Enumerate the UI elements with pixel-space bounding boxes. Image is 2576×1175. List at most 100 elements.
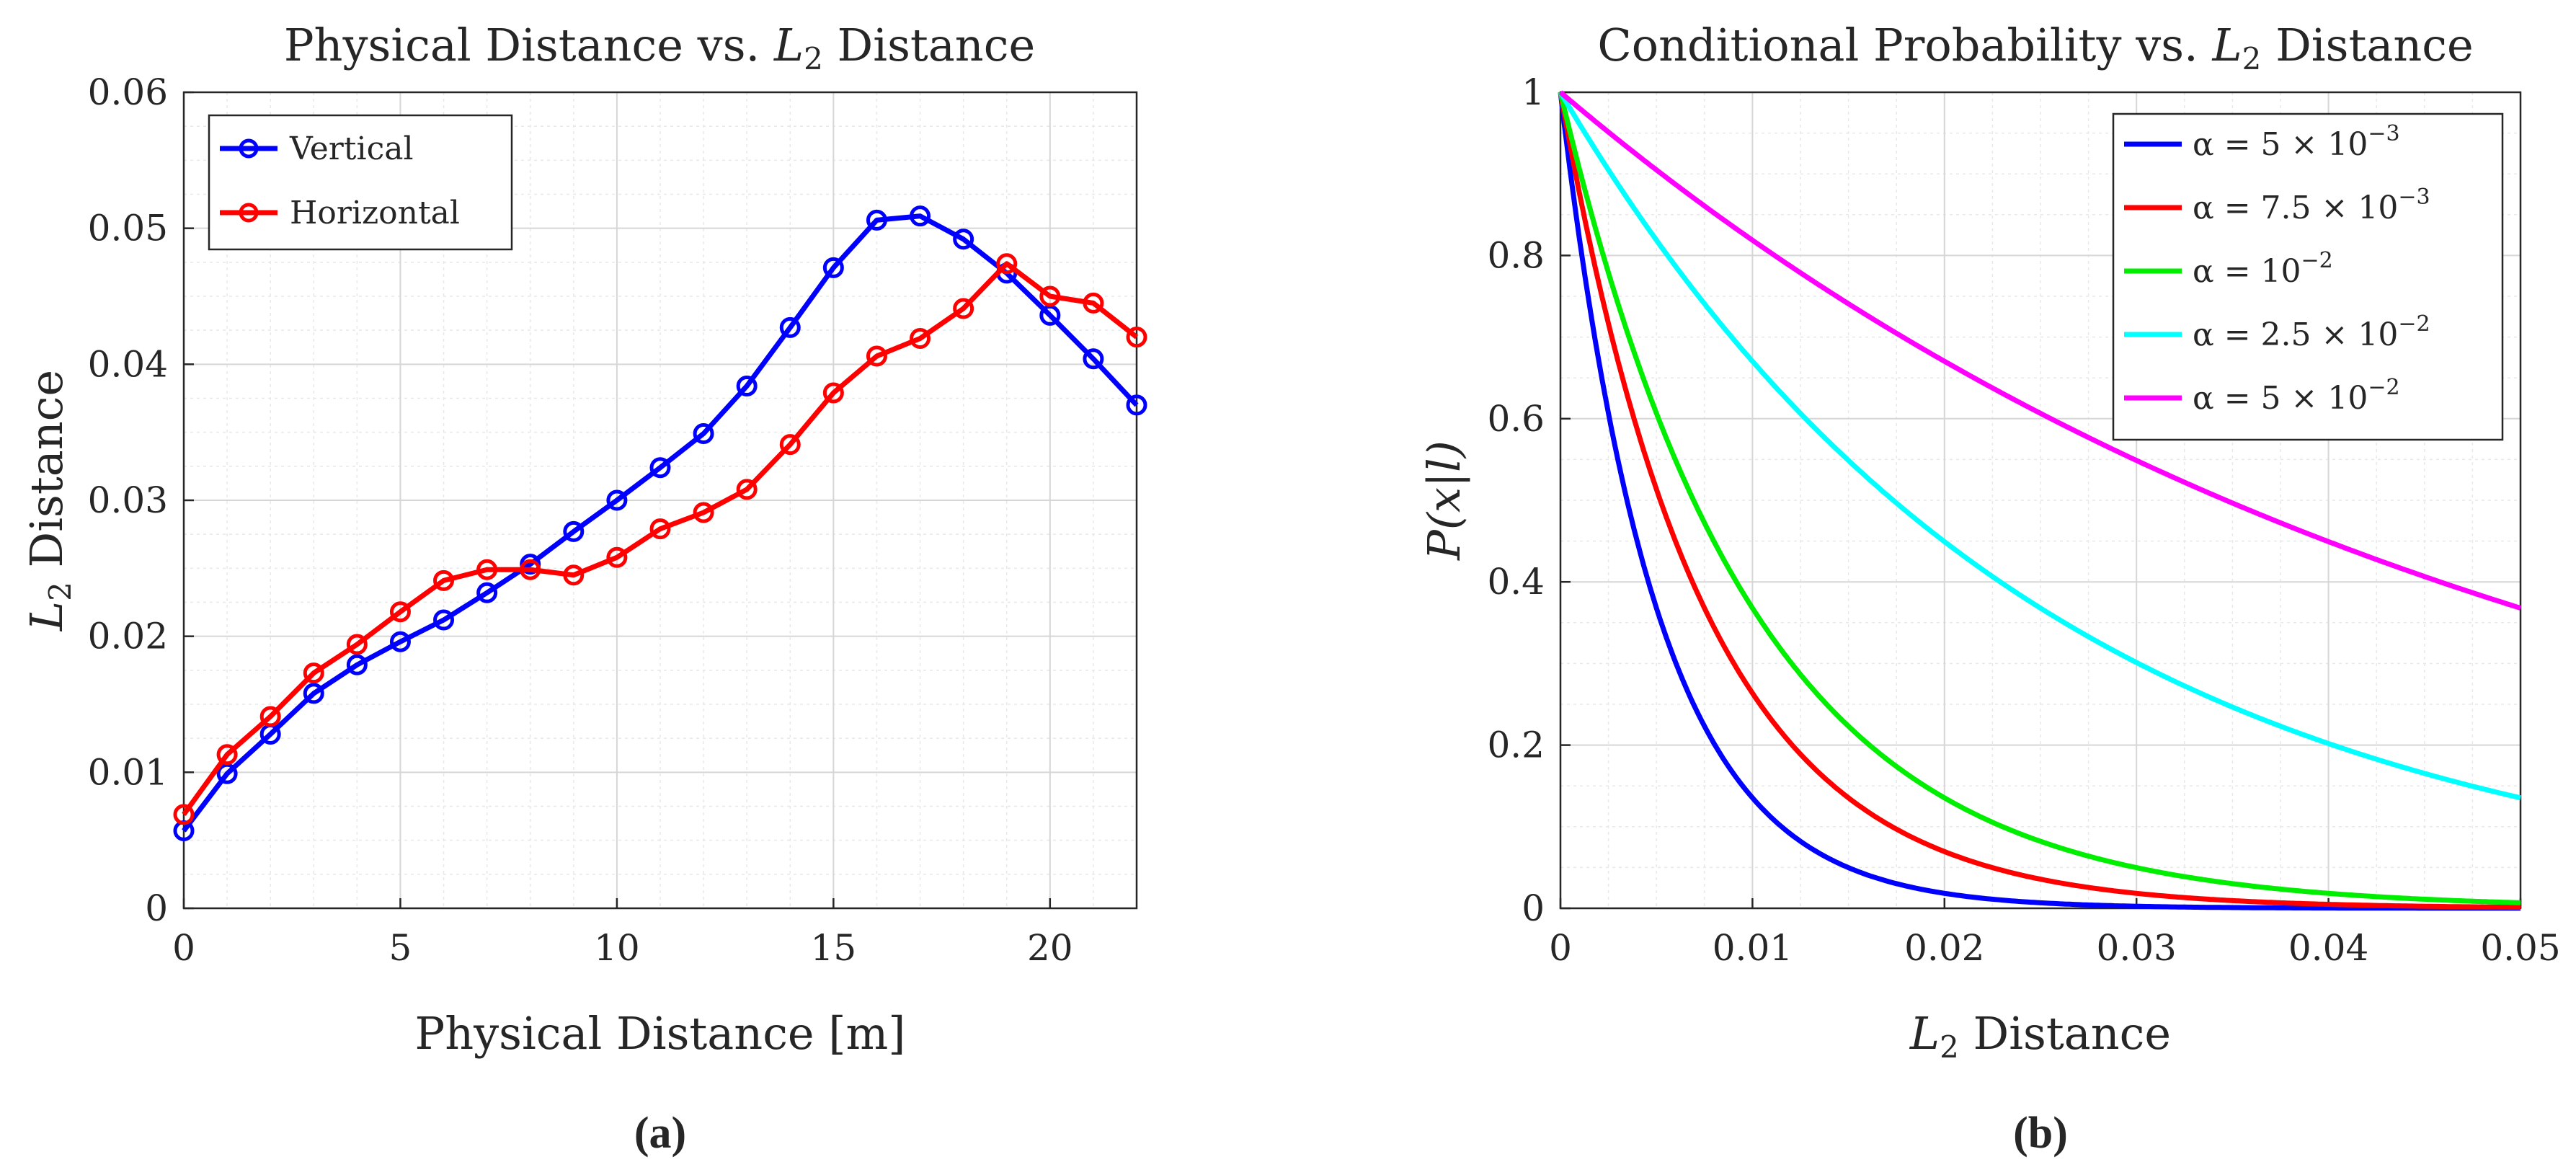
legend-alpha-2-label: α = 7.5 × 10−3 [2193,185,2430,226]
series-vertical-point [910,205,931,227]
chart-b-ytick-label: 0 [1522,887,1545,929]
series-vertical-point [822,257,844,278]
caption-a: (a) [634,1109,686,1158]
chart-b-xtick-label: 0.02 [1904,927,1984,969]
series-alpha-4-curve [1558,91,2521,801]
series-horizontal-point [822,382,844,404]
chart-b-axes-box [1559,91,2522,910]
series-vertical-point [866,209,887,231]
series-vertical-point [433,609,455,631]
legend-horizontal-label: Horizontal [290,195,460,231]
series-vertical-point [953,229,974,250]
series-vertical-point [649,457,671,479]
series-vertical-line [182,213,1139,833]
chart-b-ytick-label: 0.8 [1487,234,1545,276]
chart-b-legend: α = 5 × 10−3 α = 7.5 × 10−3 α = 10−2 α =… [2112,112,2504,441]
series-horizontal-point [563,564,585,586]
chart-a-xtick-label: 20 [1027,927,1073,969]
chart-a-xtick-label: 0 [172,927,195,969]
series-vertical-point [303,683,324,704]
series-vertical-point [346,654,368,675]
legend-alpha-5-label: α = 5 × 10−2 [2193,375,2400,417]
series-horizontal-point [433,569,455,591]
chart-a-ytick-label: 0.05 [88,208,168,249]
legend-vertical-label: Vertical [289,130,414,167]
chart-b-ytick-label: 0.2 [1487,724,1545,766]
chart-a-xtick-label: 5 [389,927,412,969]
series-vertical-point [1083,348,1104,370]
series-vertical-point [1126,394,1147,416]
legend-alpha-3-label: α = 10−2 [2193,248,2333,290]
series-horizontal-point [520,559,541,580]
series-vertical-point [476,582,498,603]
series-horizontal-point [953,298,974,319]
chart-a-ytick-label: 0.06 [88,71,168,113]
series-vertical-point [779,316,801,338]
chart-a-ytick-label: 0.01 [88,751,168,793]
chart-b-xtick-label: 0.03 [2097,927,2177,969]
chart-b-series [1558,90,2522,911]
chart-b-ticks: 0 0.01 0.02 0.03 0.04 0.05 0 0.2 0.4 0.6 0.8 1 [1487,71,2560,969]
series-horizontal-point [1126,327,1147,348]
chart-b-xtick-label: 0.04 [2288,927,2368,969]
chart-a-series [173,205,1147,841]
series-alpha-1-curve [1558,92,2521,911]
series-alpha-2-curve [1558,92,2521,910]
series-alpha-3-curve [1558,92,2521,905]
legend-alpha-1-label: α = 5 × 10−3 [2193,121,2400,163]
series-horizontal-point [606,546,628,568]
series-horizontal-point [173,804,195,825]
chart-a-legend: Vertical Horizontal [208,114,513,251]
series-horizontal-point [649,518,671,540]
chart-a-ytick-label: 0.02 [88,616,168,657]
legend-horizontal-marker [239,203,259,223]
series-horizontal-point [346,634,368,655]
chart-a-xtick-label: 15 [811,927,857,969]
series-vertical-point [736,376,758,397]
chart-a-xlabel: Physical Distance [m] [414,1007,905,1060]
chart-b-ylabel: P(x|l) [1418,440,1470,561]
series-horizontal-point [866,345,887,367]
series-horizontal-line [182,261,1139,816]
series-horizontal-point [1083,292,1104,314]
chart-b-legend-box [2112,112,2504,441]
chart-a-legend-box [208,114,513,251]
series-horizontal-point [259,706,281,727]
chart-b-xtick-label: 0.05 [2480,927,2560,969]
chart-b-ytick-label: 0.6 [1487,398,1545,440]
series-horizontal-point [1039,285,1061,307]
chart-b-probability-vs-l2: Conditional Probability vs. L2 Distance … [1418,19,2561,1158]
chart-a-title: Physical Distance vs. L2 Distance [284,19,1035,76]
series-horizontal-point [303,662,324,684]
series-vertical-point [389,631,411,652]
series-horizontal-point [693,502,714,523]
chart-a-ytick-label: 0.04 [88,343,168,385]
chart-a-xtick-label: 10 [594,927,640,969]
chart-b-ytick-label: 1 [1522,71,1545,113]
chart-b-ytick-label: 0.4 [1487,561,1545,603]
chart-b-xtick-label: 0 [1549,927,1572,969]
chart-a-ytick-label: 0 [145,887,168,929]
chart-a-ytick-label: 0.03 [88,479,168,521]
series-alpha-5-curve [1558,90,2522,611]
series-vertical-point [693,423,714,445]
legend-vertical-marker [239,138,259,159]
chart-b-xlabel: L2 Distance [1909,1007,2171,1065]
series-horizontal-point [216,744,238,766]
series-horizontal-point [736,479,758,500]
series-horizontal-point [996,253,1018,275]
chart-b-xtick-label: 0.01 [1713,927,1793,969]
chart-a-physical-vs-l2: Physical Distance vs. L2 Distance 0 5 10 15… [20,19,1147,1158]
series-horizontal-point [476,559,498,580]
series-horizontal-point [910,327,931,349]
chart-a-ylabel: L2 Distance [20,370,78,631]
chart-a-ticks: 0 5 10 15 20 0 0.01 0.02 0.03 0.04 0.05 0.06 [88,71,1073,969]
series-horizontal-point [389,601,411,623]
caption-b: (b) [2013,1109,2068,1158]
series-vertical-point [563,520,585,542]
series-horizontal-point [779,434,801,456]
chart-b-title: Conditional Probability vs. L2 Distance [1597,19,2473,76]
series-vertical-point [606,489,628,511]
legend-alpha-4-label: α = 2.5 × 10−2 [2193,311,2430,353]
